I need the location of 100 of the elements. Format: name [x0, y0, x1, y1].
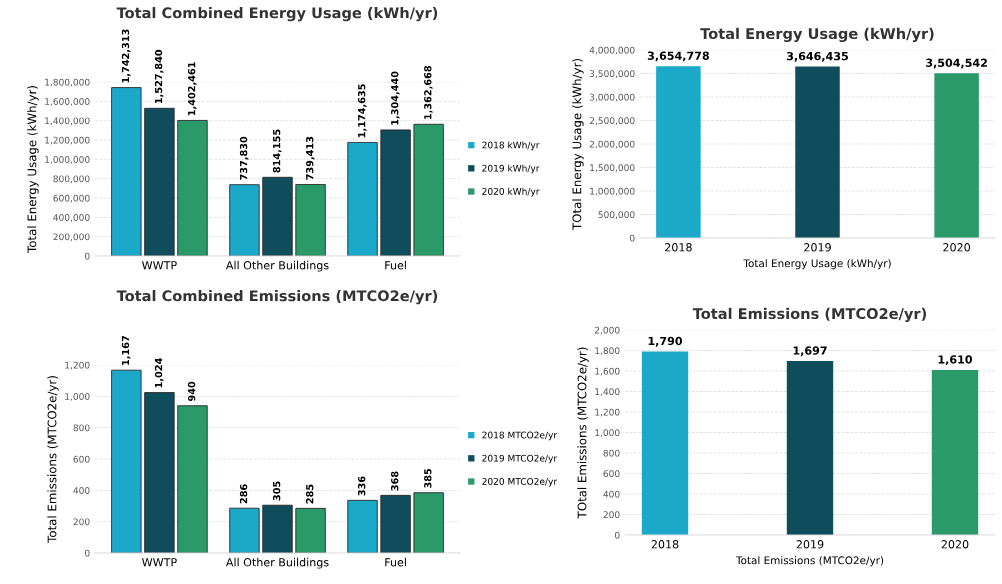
x-tick-label: Fuel	[385, 557, 406, 567]
data-label: 739,413	[306, 136, 315, 180]
y-tick-label: 1,000	[65, 393, 90, 401]
y-tick-label: 1,400,000	[45, 117, 90, 126]
data-label: 814,155	[272, 129, 282, 173]
y-tick-label: 0	[614, 531, 620, 539]
y-tick-label: 1,200	[65, 361, 90, 370]
data-label: 1,790	[648, 336, 683, 347]
x-tick-label: WWTP	[142, 558, 177, 567]
data-label: 1,697	[793, 346, 827, 357]
x-tick-label: Fuel	[385, 260, 406, 270]
y-tick-label: 2,000	[594, 326, 620, 335]
data-label: 1,024	[154, 358, 164, 388]
y-tick-label: 1,200,000	[45, 136, 90, 145]
bar	[111, 87, 142, 256]
y-tick-label: 500,000	[598, 211, 635, 219]
data-label: 285	[306, 484, 314, 504]
bar	[413, 123, 444, 256]
data-label: 336	[357, 476, 366, 496]
y-tick-label: 2,500,000	[589, 117, 635, 125]
data-label: 1,742,313	[121, 29, 131, 83]
bar	[177, 120, 208, 256]
bar	[295, 507, 326, 553]
y-axis-title: Total Energy Usage (kWh/yr)	[27, 86, 39, 254]
x-tick-label: 2020	[941, 540, 969, 549]
y-tick-label: 800,000	[53, 175, 90, 184]
data-label: 1,610	[938, 355, 973, 366]
legend-label: 2020 MTCO2e/yr	[482, 477, 558, 487]
x-axis-title: Total Emissions (MTCO2e/yr)	[735, 556, 884, 567]
bar	[262, 176, 293, 256]
data-label: 368	[391, 471, 399, 491]
x-tick-label: 2019	[796, 540, 824, 549]
y-tick-label: 3,000,000	[589, 93, 635, 102]
y-tick-label: 0	[84, 549, 90, 557]
bar	[347, 142, 378, 256]
data-label: 940	[187, 381, 196, 402]
bar	[786, 361, 834, 535]
bar	[229, 507, 260, 553]
bar	[641, 351, 689, 535]
bar	[931, 369, 979, 535]
y-tick-label: 1,000	[595, 429, 620, 437]
x-tick-label: All Other Buildings	[225, 557, 329, 569]
data-label: 3,654,778	[647, 51, 709, 62]
chart-title: Total Emissions (MTCO2e/yr)	[692, 307, 927, 323]
y-tick-label: 400,000	[53, 214, 90, 222]
bar	[347, 499, 378, 553]
y-tick-label: 1,600,000	[45, 98, 90, 106]
y-tick-label: 3,500,000	[589, 70, 635, 78]
data-label: 286	[239, 484, 248, 504]
chart-title: Total Energy Usage (kWh/yr)	[700, 27, 934, 43]
x-tick-label: WWTP	[142, 261, 177, 270]
y-axis-title: Total Emissions (MTCO2e/yr)	[47, 376, 59, 543]
y-tick-label: 1,000,000	[590, 187, 635, 196]
data-label: 1,362,668	[424, 65, 433, 120]
y-tick-label: 1,800,000	[45, 78, 90, 87]
y-tick-label: 600	[603, 470, 620, 478]
data-label: 1,402,461	[187, 62, 197, 116]
y-tick-label: 1,400	[595, 388, 620, 396]
legend-label: 2019 MTCO2e/yr	[482, 454, 558, 464]
data-label: 3,504,542	[926, 58, 987, 69]
bar	[295, 184, 326, 256]
y-tick-label: 200,000	[53, 233, 90, 242]
chart-title: Total Combined Emissions (MTCO2e/yr)	[116, 290, 438, 305]
data-label: 737,830	[239, 136, 249, 180]
x-tick-label: 2019	[804, 243, 831, 252]
legend-label: 2018 kWh/yr	[482, 141, 540, 151]
legend-label: 2020 kWh/yr	[482, 187, 540, 197]
data-label: 1,174,635	[357, 84, 367, 138]
x-tick-label: 2018	[651, 540, 679, 549]
data-label: 1,304,440	[391, 71, 400, 125]
y-axis-title: TOtal Emissions (MTCO2e/yr)	[577, 347, 589, 519]
y-tick-label: 600	[73, 455, 90, 463]
y-tick-label: 0	[629, 234, 635, 242]
data-label: 1,167	[121, 336, 131, 365]
y-tick-label: 0	[84, 252, 90, 260]
y-tick-label: 4,000,000	[589, 46, 635, 55]
chart-title: Total Combined Energy Usage (kWh/yr)	[116, 7, 438, 22]
bar	[144, 392, 175, 553]
bar	[144, 107, 175, 256]
y-tick-label: 200	[73, 518, 90, 526]
bar	[177, 405, 208, 553]
bar	[229, 184, 260, 256]
bar	[380, 129, 411, 256]
y-tick-label: 200	[603, 511, 620, 519]
data-label: 385	[424, 468, 432, 488]
data-label: 1,527,840	[154, 49, 164, 104]
y-tick-label: 400	[603, 490, 620, 498]
y-axis-title: TOtal Energy Usage (kWh/yr)	[572, 58, 584, 231]
y-tick-label: 1,200	[595, 408, 620, 417]
y-tick-label: 400	[73, 487, 90, 494]
bar	[413, 492, 444, 553]
x-tick-label: 2020	[943, 243, 971, 252]
y-tick-label: 1,000,000	[45, 156, 90, 164]
x-tick-label: All Other Buildings	[225, 260, 329, 272]
legend-label: 2019 kWh/yr	[482, 164, 540, 174]
y-tick-label: 1,500,000	[590, 164, 635, 172]
y-tick-label: 600,000	[53, 194, 90, 203]
data-label: 305	[272, 481, 281, 501]
y-tick-label: 1,600	[595, 367, 620, 376]
y-tick-label: 1,800	[595, 347, 620, 355]
